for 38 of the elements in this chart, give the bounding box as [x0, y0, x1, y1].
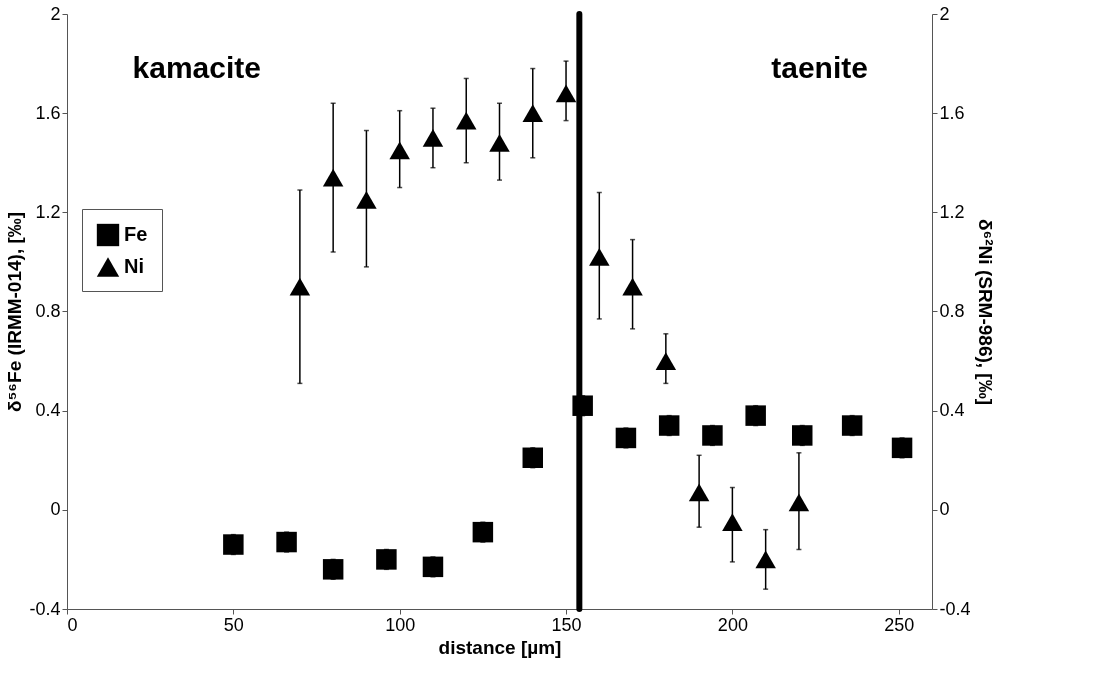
point: [702, 425, 723, 446]
y2-tick-label: 0: [939, 499, 950, 520]
y-axis-title: δ⁵⁶Fe (IRMM-014), [‰]: [4, 211, 26, 413]
y2-tick-label: 1.6: [939, 102, 965, 123]
legend-label: Fe: [124, 223, 148, 245]
x-tick-label: 0: [67, 614, 78, 635]
x-axis-title: distance [µm]: [438, 636, 562, 658]
point: [622, 277, 643, 296]
y-tick-label: 0.4: [35, 400, 61, 421]
y-tick-label: 2: [50, 3, 61, 24]
y2-tick-label: 1.2: [939, 201, 965, 222]
y-tick-label: 0.8: [35, 301, 61, 321]
point: [356, 191, 377, 209]
y2-tick-label: -0.4: [939, 598, 971, 619]
point: [589, 248, 610, 266]
x-tick-label: 50: [223, 614, 244, 635]
point: [489, 134, 510, 152]
point: [223, 534, 244, 555]
y-tick-label: 1.2: [35, 201, 61, 222]
y-tick-label: -0.4: [29, 598, 61, 619]
y2-tick-label: 0.8: [939, 301, 965, 321]
point: [276, 531, 297, 553]
y-tick-label: 1.6: [35, 102, 61, 123]
annotation: taenite: [771, 51, 868, 84]
point: [322, 559, 344, 580]
point: [745, 405, 766, 426]
x-tick-label: 200: [717, 614, 748, 635]
y2-tick-label: 0.4: [939, 400, 965, 421]
annotation: kamacite: [132, 51, 261, 84]
point: [376, 549, 397, 570]
y2-axis-title: δ⁶²Ni (SRM-986), [‰]: [974, 219, 996, 405]
x-tick-label: 150: [551, 614, 582, 635]
y-tick-label: 0: [50, 499, 61, 520]
x-tick-label: 100: [385, 614, 416, 635]
point: [792, 425, 813, 446]
x-tick-label: 250: [884, 614, 915, 635]
y2-tick-label: 2: [939, 3, 950, 24]
legend-label: Ni: [124, 255, 144, 277]
